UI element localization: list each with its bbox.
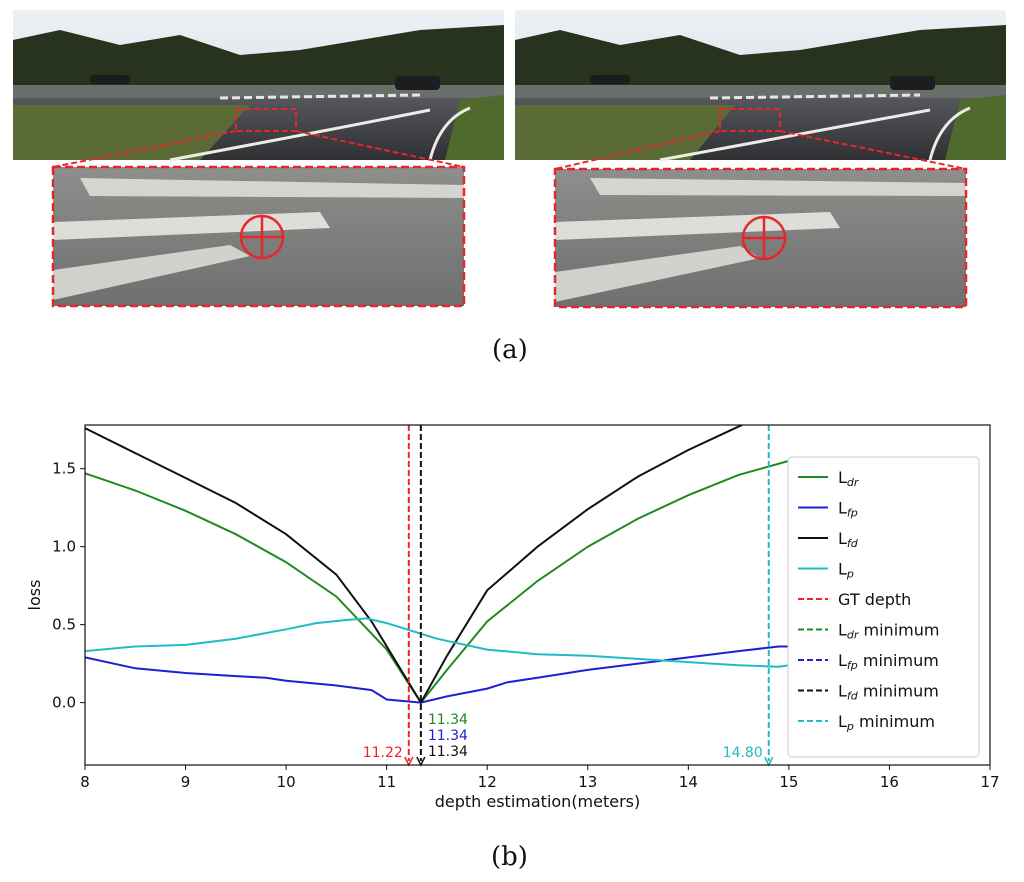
left-photo (13, 10, 504, 162)
vline-value-label: 14.80 (723, 745, 763, 761)
x-tick-label: 15 (779, 773, 798, 791)
target-marker-icon (239, 214, 285, 260)
legend-label: Lp minimum (838, 712, 935, 733)
legend: Ldr Lfp Lfd Lp GT depth Ldr minimum Lfp minimu… (787, 456, 980, 758)
y-tick-label: 0.5 (52, 616, 76, 634)
x-tick-label: 8 (80, 773, 90, 791)
x-tick-label: 17 (980, 773, 999, 791)
series-line-fd (85, 425, 745, 705)
legend-label: Lp (838, 560, 854, 581)
caption-b: (b) (491, 842, 528, 872)
y-tick-label: 1.5 (52, 460, 76, 478)
plot-area (85, 425, 790, 705)
arrow-icon (404, 756, 414, 767)
y-tick-label: 1.0 (52, 538, 76, 556)
right-zoom-inset (553, 167, 968, 309)
left-zoom-line-r (295, 130, 465, 168)
y-tick-label: 0.0 (52, 694, 76, 712)
legend-box (787, 456, 980, 758)
x-tick-label: 11 (377, 773, 396, 791)
right-photo (515, 10, 1006, 162)
legend-label: Ldr minimum (838, 621, 939, 642)
series-line-dr (85, 459, 790, 705)
vline-value-label: 11.34 (428, 712, 468, 728)
arrow-icon (416, 756, 426, 767)
x-tick-label: 16 (880, 773, 899, 791)
x-tick-label: 14 (679, 773, 698, 791)
left-zoom-line-l (52, 130, 237, 168)
right-zoom-line-r (779, 130, 967, 170)
x-tick-label: 13 (578, 773, 597, 791)
vline-value-label: 11.34 (428, 728, 468, 744)
legend-label: Lfp minimum (838, 651, 939, 672)
x-tick-label: 9 (181, 773, 191, 791)
vline-value-label: 11.22 (363, 745, 403, 761)
legend-label: Lfd minimum (838, 682, 939, 703)
legend-label: GT depth (838, 590, 911, 609)
x-tick-label: 12 (478, 773, 497, 791)
target-marker-icon (741, 215, 787, 261)
right-zoom-line-l (554, 130, 721, 170)
plot-frame (84, 424, 991, 766)
legend-label: Lfd (838, 529, 859, 550)
arrow-icon (764, 756, 774, 767)
y-axis-label: loss (25, 580, 44, 611)
legend-label: Ldr (838, 468, 860, 489)
vline-value-label: 11.34 (428, 744, 468, 760)
photo-panel (13, 10, 1006, 309)
series-line-p (85, 617, 790, 668)
legend-label: Lfp (838, 499, 858, 520)
caption-a: (a) (492, 335, 528, 365)
series-line-fp (85, 645, 789, 704)
x-tick-label: 10 (277, 773, 296, 791)
left-zoom-inset (51, 165, 466, 308)
x-axis-label: depth estimation(meters) (435, 792, 641, 811)
